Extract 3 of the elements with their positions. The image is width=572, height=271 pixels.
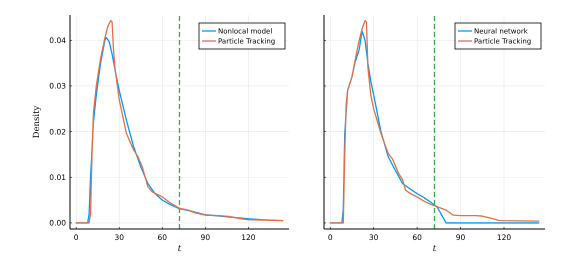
y-axis-title: Density xyxy=(32,105,42,138)
x-axis-title: t xyxy=(178,244,182,254)
x-axis-title: t xyxy=(432,244,437,254)
